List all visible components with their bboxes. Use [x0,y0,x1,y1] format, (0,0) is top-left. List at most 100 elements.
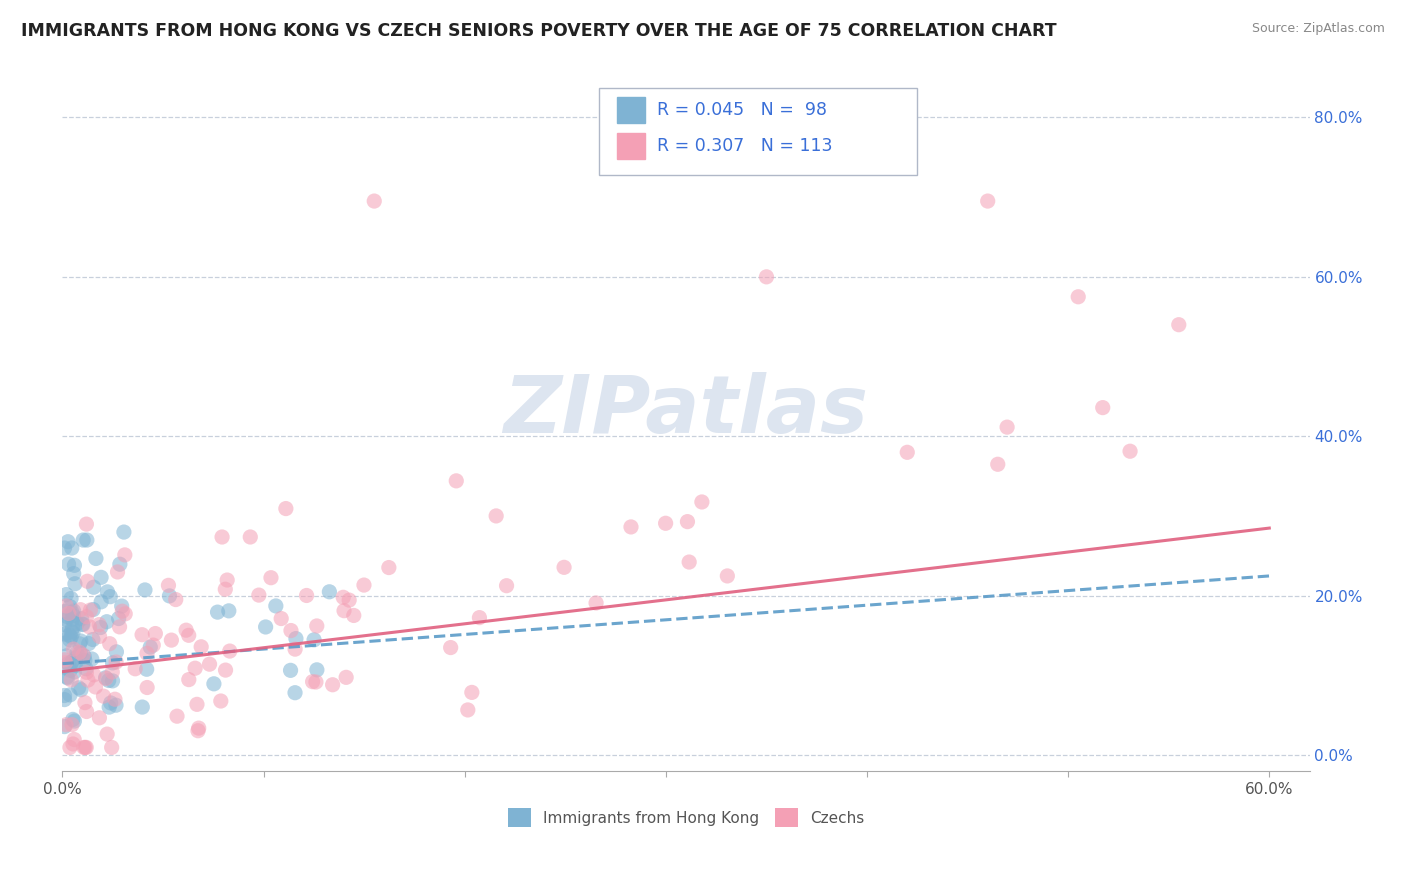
Point [69,645,91,659]
Point [100,740,122,755]
Point [76,574,98,589]
Point [105,645,128,659]
Point [690,495,713,509]
Point [202,677,225,691]
Point [89,711,111,725]
Bar [617,133,645,159]
Point [90,620,112,634]
Point [63,714,86,728]
Point [63,576,86,591]
Point [207,605,229,619]
Point [305,619,328,633]
Point [89,617,111,632]
Point [58,628,80,642]
Point [79,603,101,617]
Point [101,673,124,688]
Point [284,686,307,700]
Point [318,584,340,599]
Point [105,655,128,669]
Point [896,445,918,459]
Point [260,571,283,585]
Point [676,515,699,529]
Point [73,649,96,664]
FancyBboxPatch shape [599,87,917,175]
Point [55,717,77,731]
Point [62,713,84,727]
Point [620,520,643,534]
Point [72,617,94,632]
Point [55,613,77,627]
Point [96,585,118,599]
Point [80,652,103,666]
Point [59,632,82,647]
Point [77,673,100,687]
Point [82,602,104,616]
Point [98,700,121,714]
Point [247,588,270,602]
Point [63,732,86,747]
Point [69,634,91,648]
Point [107,611,129,625]
Point [75,662,97,676]
Point [134,582,156,597]
Point [446,474,468,488]
Point [73,696,96,710]
Legend: Immigrants from Hong Kong, Czechs: Immigrants from Hong Kong, Czechs [502,802,870,833]
Point [65,658,87,673]
Point [305,663,328,677]
Point [75,517,97,532]
Point [136,646,159,660]
Point [65,650,87,665]
Point [60,541,83,555]
Point [53,653,76,667]
Point [295,589,318,603]
Point [755,269,778,284]
Point [55,656,77,670]
Point [264,599,287,613]
Point [63,558,86,573]
Point [79,620,101,634]
Point [1167,318,1189,332]
Point [60,624,83,639]
Point [111,599,134,613]
Point [53,692,76,706]
Point [72,648,94,662]
Point [101,665,124,679]
Point [468,610,491,624]
Point [59,599,82,614]
Point [135,662,157,676]
Point [62,621,84,635]
Point [165,592,187,607]
Point [378,560,401,574]
Point [174,623,197,637]
Point [75,740,97,755]
Point [73,653,96,667]
Point [58,607,80,621]
Point [53,689,76,703]
Point [131,700,153,714]
Point [62,737,84,751]
Point [270,611,292,625]
Text: IMMIGRANTS FROM HONG KONG VS CZECH SENIORS POVERTY OVER THE AGE OF 75 CORRELATIO: IMMIGRANTS FROM HONG KONG VS CZECH SENIO… [21,22,1057,40]
Point [353,578,375,592]
Point [69,646,91,660]
Point [84,680,107,694]
Point [335,670,357,684]
Point [63,665,86,679]
Point [70,682,93,697]
Point [53,617,76,632]
Point [218,644,240,658]
Point [284,632,307,646]
Point [995,420,1018,434]
Point [190,640,212,654]
Point [93,689,115,703]
Point [343,608,366,623]
Point [60,606,83,620]
Point [62,608,84,623]
Point [53,627,76,641]
Point [284,642,307,657]
Point [56,670,79,684]
Point [55,599,77,613]
Point [72,533,94,547]
Point [55,661,77,675]
